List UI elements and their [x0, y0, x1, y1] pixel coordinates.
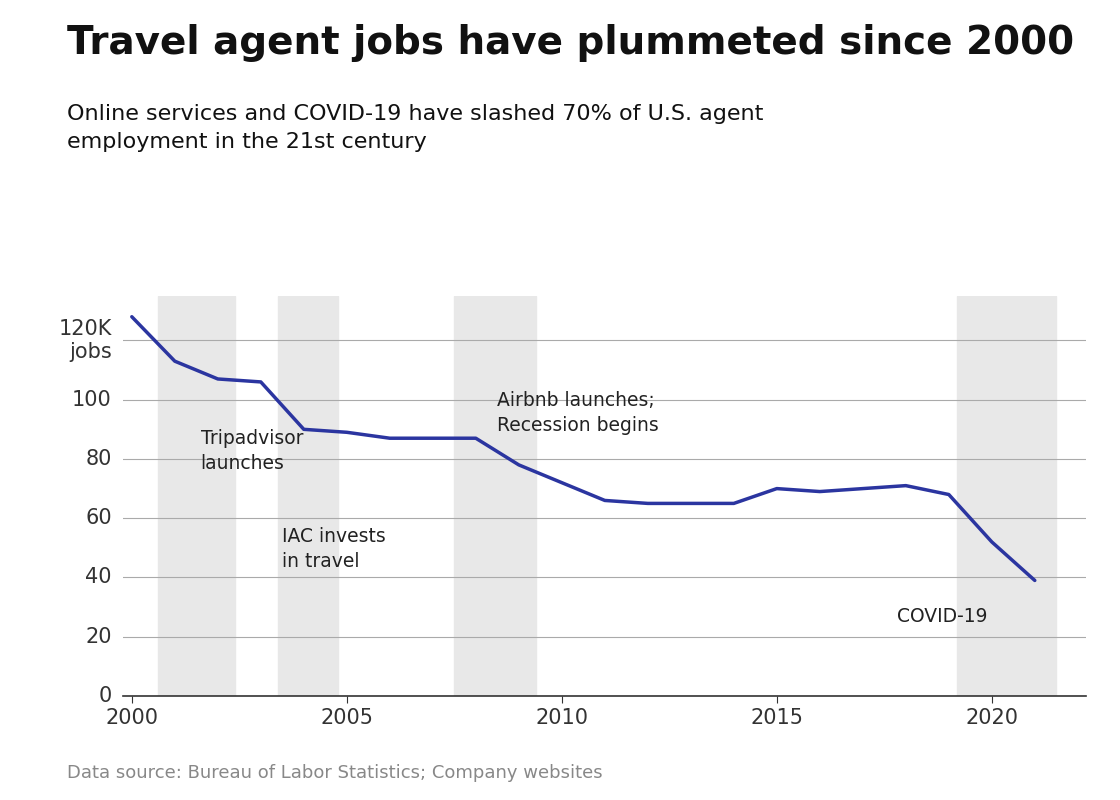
- Text: 100: 100: [72, 390, 112, 410]
- Text: 0: 0: [99, 686, 112, 706]
- Text: COVID-19: COVID-19: [897, 607, 988, 626]
- Text: Online services and COVID-19 have slashed 70% of U.S. agent
employment in the 21: Online services and COVID-19 have slashe…: [67, 104, 764, 152]
- Text: 80: 80: [85, 449, 112, 469]
- Text: Travel agent jobs have plummeted since 2000: Travel agent jobs have plummeted since 2…: [67, 24, 1074, 62]
- Text: Data source: Bureau of Labor Statistics; Company websites: Data source: Bureau of Labor Statistics;…: [67, 764, 603, 782]
- Text: Tripadvisor
launches: Tripadvisor launches: [200, 430, 304, 474]
- Text: IAC invests
in travel: IAC invests in travel: [282, 527, 386, 571]
- Bar: [158, 296, 235, 696]
- Bar: [958, 296, 1056, 696]
- Bar: [455, 296, 536, 696]
- Text: 40: 40: [85, 567, 112, 587]
- Bar: [278, 296, 338, 696]
- Text: 60: 60: [85, 508, 112, 528]
- Text: 120K
jobs: 120K jobs: [58, 319, 112, 362]
- Text: 20: 20: [85, 626, 112, 646]
- Text: Airbnb launches;
Recession begins: Airbnb launches; Recession begins: [497, 391, 659, 435]
